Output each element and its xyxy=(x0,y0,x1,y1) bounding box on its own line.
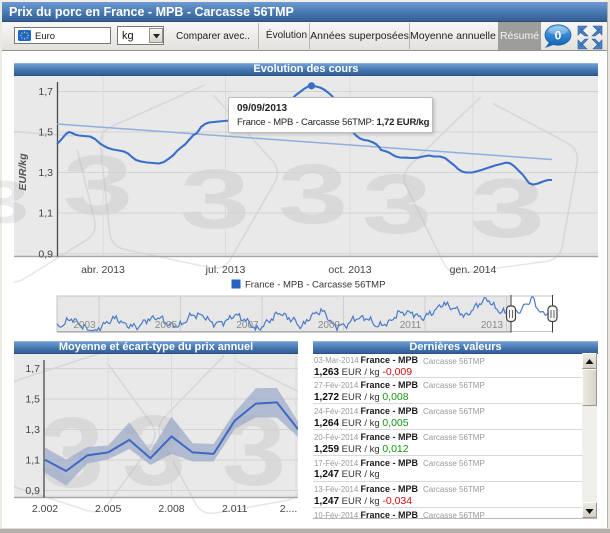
svg-text:gen. 2014: gen. 2014 xyxy=(450,264,497,276)
svg-text:2011: 2011 xyxy=(400,320,422,331)
svg-text:EUR/kg: EUR/kg xyxy=(17,153,29,191)
svg-text:2.008: 2.008 xyxy=(158,503,184,515)
svg-text:3: 3 xyxy=(362,157,432,251)
svg-text:1,1: 1,1 xyxy=(38,208,53,220)
svg-text:1,3: 1,3 xyxy=(38,167,53,179)
svg-text:2.002: 2.002 xyxy=(32,503,58,515)
svg-text:0,9: 0,9 xyxy=(25,485,40,497)
svg-text:2009: 2009 xyxy=(318,320,341,331)
svg-text:3: 3 xyxy=(0,178,29,228)
svg-text:France - MPB - Carcasse 56TMP: France - MPB - Carcasse 56TMP xyxy=(245,280,385,291)
svg-text:2.....: 2..... xyxy=(280,503,298,515)
svg-text:2.005: 2.005 xyxy=(95,503,121,515)
svg-text:3: 3 xyxy=(278,147,348,241)
svg-text:1,1: 1,1 xyxy=(25,455,40,467)
svg-text:0: 0 xyxy=(555,29,562,43)
svg-text:2.011: 2.011 xyxy=(222,503,248,515)
svg-text:2013: 2013 xyxy=(481,320,504,331)
svg-text:0,9: 0,9 xyxy=(38,248,53,260)
svg-text:2007: 2007 xyxy=(236,320,259,331)
svg-text:2003: 2003 xyxy=(73,320,96,331)
svg-text:3: 3 xyxy=(470,161,545,255)
svg-text:3: 3 xyxy=(180,152,250,246)
svg-text:3: 3 xyxy=(63,138,133,232)
svg-text:1,3: 1,3 xyxy=(25,424,40,436)
svg-text:abr. 2013: abr. 2013 xyxy=(81,264,125,276)
svg-text:oct. 2013: oct. 2013 xyxy=(328,264,371,276)
svg-text:jul. 2013: jul. 2013 xyxy=(205,264,246,276)
svg-text:2005: 2005 xyxy=(155,320,178,331)
svg-text:1,7: 1,7 xyxy=(25,363,40,375)
svg-text:1,5: 1,5 xyxy=(38,127,53,139)
svg-text:1,7: 1,7 xyxy=(38,86,53,98)
svg-text:1,5: 1,5 xyxy=(25,394,40,406)
